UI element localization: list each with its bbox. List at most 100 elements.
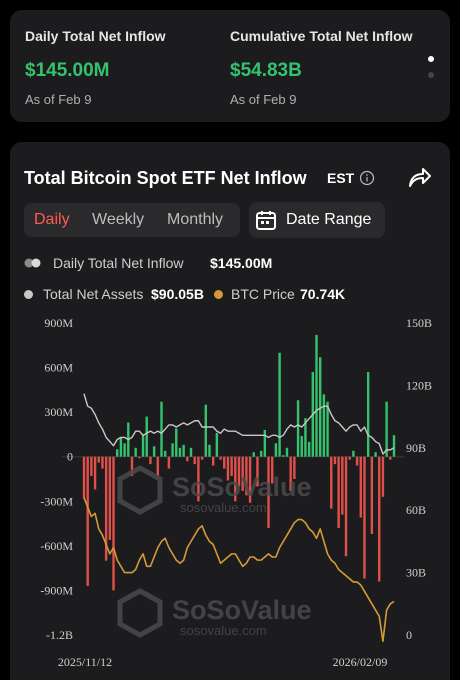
- y-left-tick: -300M: [40, 494, 73, 508]
- stats-card: Daily Total Net Inflow $145.00M As of Fe…: [10, 10, 450, 122]
- inflow-bar: [304, 418, 307, 457]
- daily-stat-label: Daily Total Net Inflow: [25, 28, 166, 44]
- inflow-bar: [330, 456, 333, 509]
- inflow-bar: [378, 456, 381, 582]
- inflow-bar: [141, 434, 145, 457]
- inflow-bar: [226, 456, 230, 481]
- inflow-bar: [219, 456, 222, 460]
- date-range-label: Date Range: [286, 211, 372, 228]
- inflow-bar: [223, 456, 226, 469]
- date-range-button[interactable]: Date Range: [249, 202, 385, 238]
- inflow-bar: [130, 456, 134, 477]
- inflow-bar: [348, 456, 351, 460]
- daily-stat-value: $145.00M: [25, 60, 110, 81]
- calendar-icon: [256, 211, 276, 230]
- inflow-bar: [392, 435, 396, 457]
- chart-card: Total Bitcoin Spot ETF Net Inflow EST Da…: [10, 142, 450, 680]
- inflow-bar: [215, 432, 219, 457]
- inflow-bar: [182, 444, 185, 457]
- y-left-tick: -1.2B: [46, 628, 73, 642]
- inflow-bar: [296, 400, 300, 457]
- inflow-bar: [230, 456, 233, 477]
- inflow-bar: [234, 456, 237, 502]
- inflow-bar: [278, 352, 281, 457]
- inflow-bar: [282, 455, 285, 457]
- inflow-bar: [200, 456, 204, 460]
- legend-daily-inflow[interactable]: Daily Total Net Inflow $145.00M: [24, 255, 324, 273]
- inflow-bar: [315, 334, 318, 457]
- inflow-bar: [370, 456, 374, 534]
- legend-btc-price[interactable]: BTC Price 70.74K: [214, 286, 374, 304]
- inflow-bar: [263, 429, 267, 457]
- tab-daily[interactable]: Daily: [34, 211, 70, 228]
- tab-monthly[interactable]: Monthly: [167, 211, 224, 228]
- share-icon[interactable]: [408, 166, 432, 188]
- inflow-bar: [267, 456, 270, 529]
- inflow-bar: [116, 449, 119, 457]
- inflow-bar: [381, 456, 385, 497]
- timezone-label[interactable]: EST: [327, 170, 355, 186]
- inflow-bar: [152, 446, 156, 457]
- y-right-tick: 120B: [406, 378, 432, 392]
- legend-daily-inflow-value: $145.00M: [210, 255, 273, 271]
- tab-weekly[interactable]: Weekly: [92, 211, 145, 228]
- inflow-bar: [289, 456, 292, 491]
- inflow-bar: [333, 456, 337, 465]
- page-dot[interactable]: [428, 72, 434, 78]
- inflow-bar: [186, 456, 189, 462]
- inflow-bar: [248, 456, 252, 503]
- watermark-brand: SoSoValue: [172, 472, 312, 502]
- daily-inflow-toggle-icon: [24, 258, 41, 268]
- y-right-tick: 90B: [406, 441, 426, 455]
- inflow-bar: [374, 452, 377, 457]
- inflow-bar: [211, 456, 215, 466]
- chart-title: Total Bitcoin Spot ETF Net Inflow: [24, 168, 307, 188]
- inflow-bar: [163, 450, 167, 457]
- inflow-bar: [307, 441, 311, 457]
- y-right-tick: 150B: [406, 316, 432, 330]
- inflow-bar: [241, 456, 244, 491]
- y-left-tick: 0: [67, 450, 73, 464]
- inflow-bar: [208, 444, 211, 457]
- inflow-bar: [123, 443, 126, 457]
- inflow-bar: [322, 394, 326, 457]
- inflow-bar: [237, 456, 241, 487]
- inflow-bar: [104, 456, 108, 561]
- page-dot-active[interactable]: [428, 56, 434, 62]
- y-left-tick: 300M: [44, 405, 73, 419]
- inflow-bar: [389, 456, 392, 460]
- btc-price-dot: [214, 290, 223, 299]
- net-assets-line: [83, 393, 395, 455]
- inflow-bar: [160, 401, 163, 457]
- inflow-bar: [97, 456, 100, 463]
- inflow-bar: [145, 416, 148, 457]
- inflow-bar: [300, 435, 303, 457]
- watermark-url: sosovalue.com: [180, 500, 267, 515]
- legend-net-assets[interactable]: Total Net Assets $90.05B: [24, 286, 224, 304]
- sosovalue-logo-icon: [117, 465, 163, 515]
- cumulative-stat-value: $54.83B: [230, 60, 302, 81]
- inflow-bar: [271, 456, 274, 484]
- inflow-bar: [252, 452, 255, 457]
- inflow-bar: [101, 456, 104, 469]
- inflow-bar: [337, 456, 340, 529]
- inflow-bar: [366, 372, 370, 457]
- y-left-tick: -900M: [40, 583, 73, 597]
- inflow-bar: [82, 456, 86, 499]
- y-right-tick: 60B: [406, 503, 426, 517]
- inflow-bar: [149, 456, 152, 465]
- y-left-tick: 900M: [44, 316, 73, 330]
- inflow-bar: [112, 456, 115, 591]
- inflow-bar: [385, 401, 388, 457]
- inflow-bar: [189, 447, 193, 457]
- y-right-tick: 30B: [406, 566, 426, 580]
- watermark-url: sosovalue.com: [180, 623, 267, 638]
- inflow-bar: [175, 428, 178, 457]
- inflow-bar: [285, 447, 289, 457]
- inflow-bar: [204, 404, 207, 457]
- legend-net-assets-label: Total Net Assets: [43, 286, 144, 302]
- info-icon[interactable]: [359, 170, 375, 186]
